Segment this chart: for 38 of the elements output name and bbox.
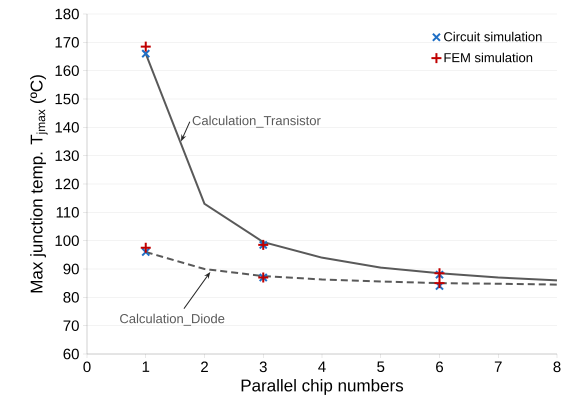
- line-series: [144, 251, 558, 286]
- y-tick-label: 180: [56, 8, 79, 20]
- y-tick-label: 80: [63, 292, 79, 303]
- y-tick-label: 90: [63, 264, 79, 274]
- x-tick-label: 8: [553, 362, 561, 372]
- y-tick-label: 140: [56, 122, 79, 133]
- point: [141, 49, 150, 58]
- point: [434, 281, 444, 291]
- y-axis-title: Max junction temp. T$_{jmax}$ (ºC): [30, 75, 48, 292]
- x-tick-label: 5: [377, 362, 384, 372]
- y-tick-label: 130: [56, 150, 79, 161]
- y-tick-label: 60: [64, 348, 79, 360]
- y-tick-label: 120: [56, 178, 79, 190]
- x-tick-label: 2: [201, 362, 208, 372]
- legend-label: Circuit simulation: [444, 32, 542, 42]
- x-axis-title: Parallel chip numbers: [242, 379, 404, 395]
- point: [140, 40, 152, 53]
- text: Calculation_Diode: [120, 314, 224, 326]
- y-tick-label: 170: [56, 37, 79, 48]
- point: [434, 277, 446, 290]
- y-tick-label: 150: [56, 94, 79, 104]
- point: [434, 267, 446, 280]
- x-tick-label: 0: [83, 362, 91, 372]
- series-label: Calculation_Transistor: [192, 116, 321, 128]
- point: [141, 247, 150, 257]
- x-tick-label: 7: [494, 362, 502, 372]
- point: [434, 270, 444, 280]
- x-tick-label: 1: [142, 362, 150, 372]
- x-tick-label: 6: [436, 362, 444, 372]
- y-tick-label: 160: [56, 65, 79, 76]
- legend-label: FEM simulation: [444, 52, 532, 62]
- x-tick-label: 4: [318, 362, 326, 372]
- x-tick-label: 3: [260, 362, 267, 372]
- y-tick-label: 70: [64, 320, 79, 331]
- point: [140, 242, 152, 254]
- y-tick-label: 110: [56, 207, 79, 218]
- y-tick-label: 100: [56, 235, 79, 246]
- line-series: [144, 52, 558, 282]
